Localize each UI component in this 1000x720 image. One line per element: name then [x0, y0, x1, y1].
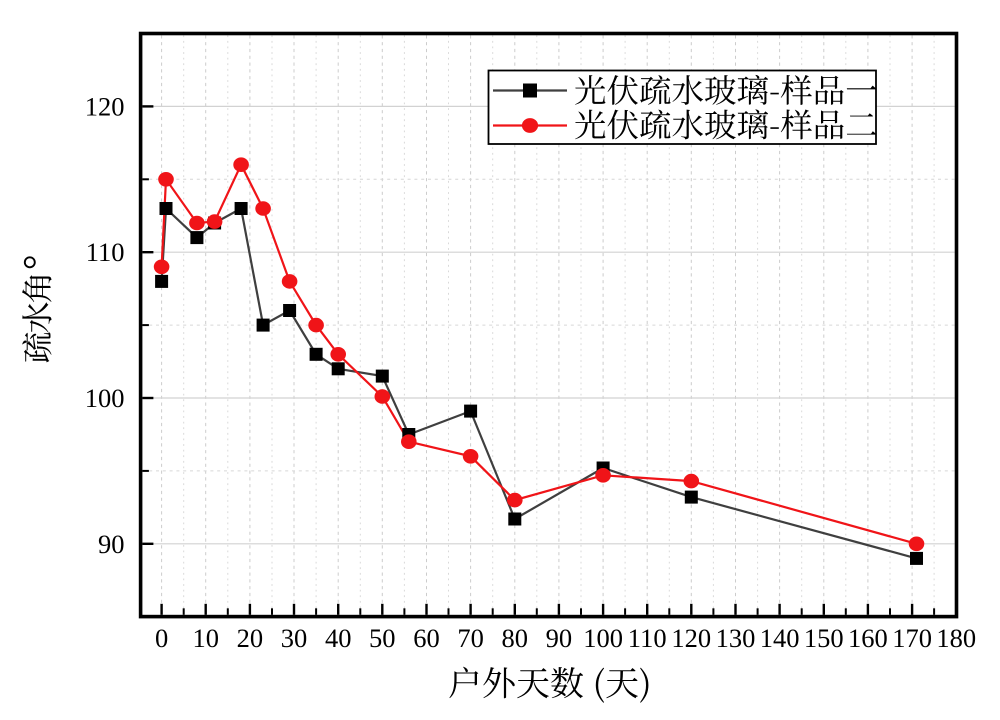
- svg-text:70: 70: [457, 623, 484, 653]
- svg-text:110: 110: [86, 237, 125, 267]
- svg-text:80: 80: [502, 623, 529, 653]
- svg-text:180: 180: [936, 623, 976, 653]
- svg-text:20: 20: [237, 623, 264, 653]
- svg-text:90: 90: [98, 529, 125, 559]
- svg-text:60: 60: [413, 623, 440, 653]
- svg-text:30: 30: [281, 623, 308, 653]
- svg-text:150: 150: [804, 623, 844, 653]
- svg-text:120: 120: [85, 91, 125, 121]
- svg-text:100: 100: [85, 383, 125, 413]
- svg-text:40: 40: [325, 623, 352, 653]
- svg-text:120: 120: [671, 623, 711, 653]
- svg-text:110: 110: [628, 623, 667, 653]
- svg-text:170: 170: [892, 623, 932, 653]
- svg-text:130: 130: [716, 623, 756, 653]
- svg-text:0: 0: [155, 623, 168, 653]
- svg-text:50: 50: [369, 623, 396, 653]
- svg-text:140: 140: [760, 623, 800, 653]
- svg-text:100: 100: [583, 623, 623, 653]
- svg-text:160: 160: [848, 623, 888, 653]
- svg-text:90: 90: [546, 623, 573, 653]
- svg-text:10: 10: [192, 623, 219, 653]
